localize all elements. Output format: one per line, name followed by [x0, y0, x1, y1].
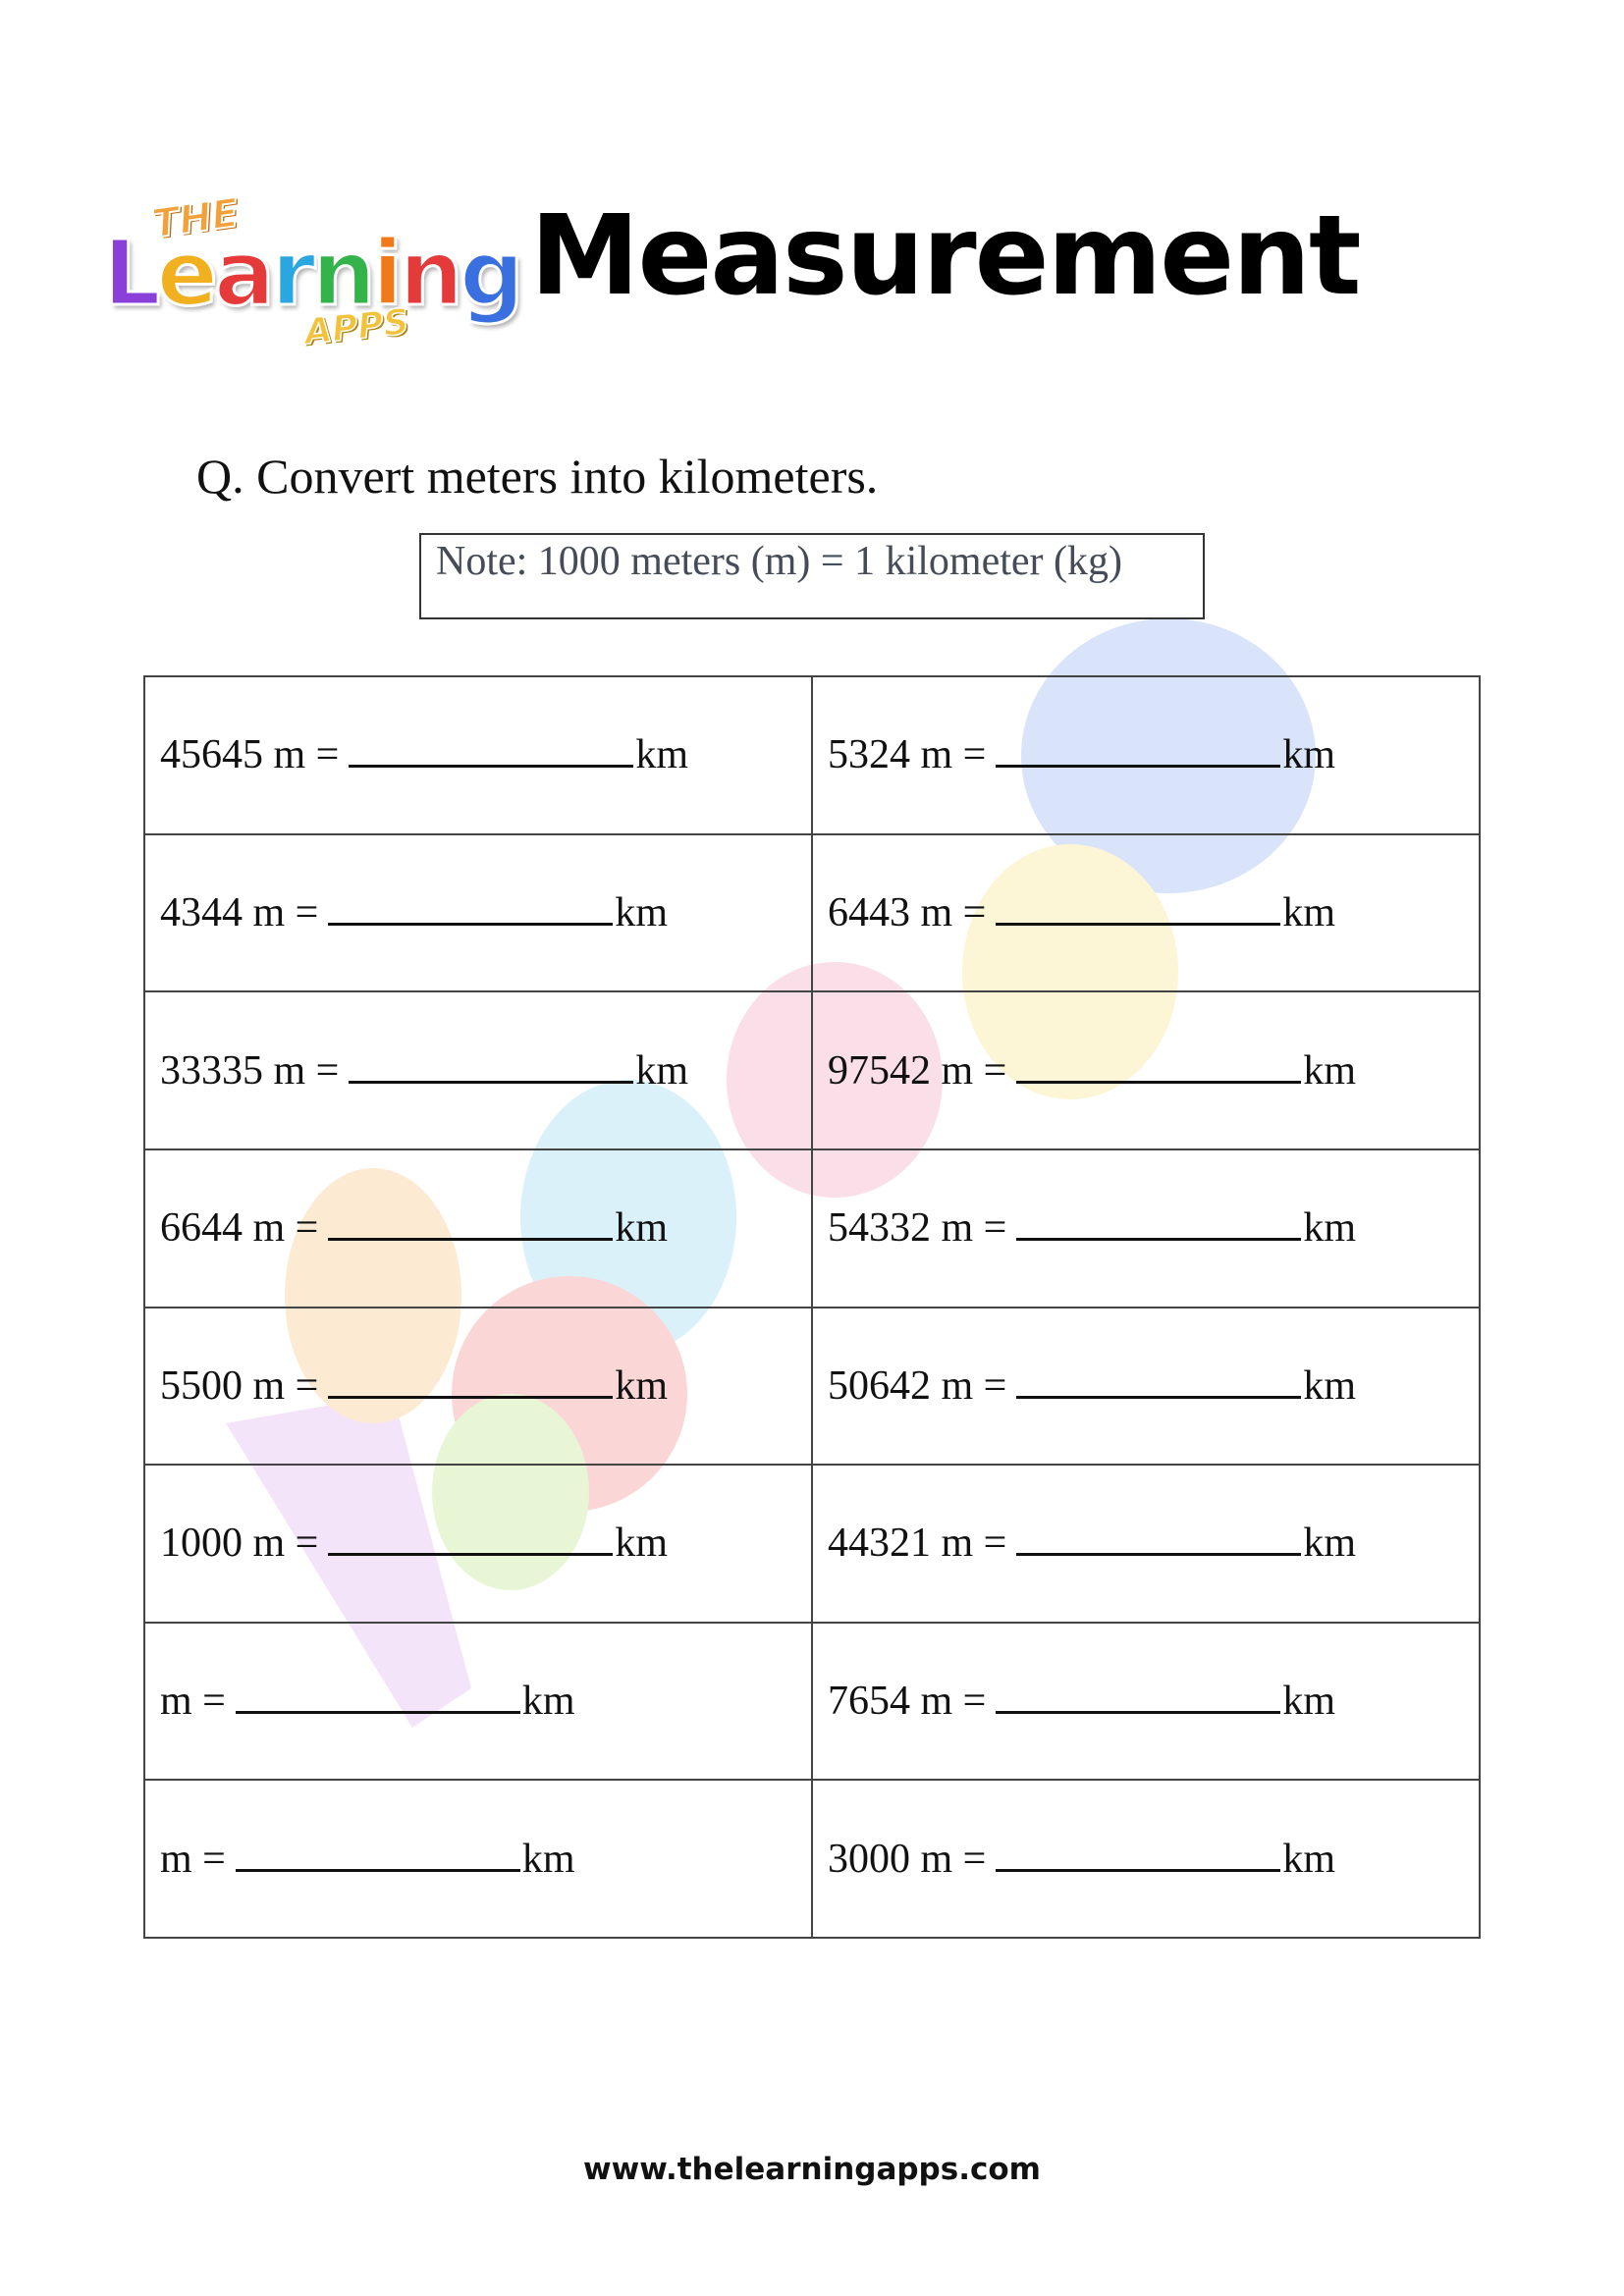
unit-from: m =: [252, 1362, 319, 1409]
question-text: Q. Convert meters into kilometers.: [196, 449, 879, 504]
answer-blank[interactable]: [235, 1836, 520, 1872]
table-row: 6644 m = km 54332 m = km: [143, 1148, 1481, 1308]
unit-to: km: [1282, 1679, 1336, 1725]
answer-blank[interactable]: [328, 1362, 614, 1399]
conversion-cell: 1000 m = km: [143, 1464, 813, 1624]
meters-value: 33335: [160, 1047, 263, 1094]
conversion-cell: 54332 m = km: [811, 1148, 1481, 1308]
answer-blank[interactable]: [996, 889, 1281, 926]
conversion-cell: 6443 m = km: [811, 832, 1481, 993]
unit-from: m =: [252, 1521, 319, 1567]
answer-blank[interactable]: [328, 889, 614, 926]
unit-to: km: [1303, 1205, 1357, 1252]
conversion-cell: 50642 m = km: [811, 1306, 1481, 1467]
unit-to: km: [615, 1521, 669, 1567]
unit-from: m =: [920, 889, 987, 935]
conversion-cell: 33335 m = km: [143, 990, 813, 1150]
conversion-cell: 97542 m = km: [811, 990, 1481, 1150]
unit-from: m =: [941, 1521, 1007, 1567]
unit-from: m =: [941, 1362, 1007, 1409]
table-row: 5500 m = km 50642 m = km: [143, 1306, 1481, 1467]
answer-blank[interactable]: [1016, 1362, 1302, 1399]
conversion-cell: 6644 m = km: [143, 1148, 813, 1308]
meters-value: 45645: [160, 732, 263, 778]
unit-to: km: [521, 1679, 575, 1725]
unit-to: km: [1282, 889, 1336, 935]
unit-from: m =: [941, 1205, 1007, 1252]
unit-to: km: [521, 1836, 575, 1882]
answer-blank[interactable]: [996, 1678, 1281, 1715]
conversion-cell: 45645 m = km: [143, 675, 813, 835]
table-row: 1000 m = km 44321 m = km: [143, 1464, 1481, 1624]
answer-blank[interactable]: [1016, 1047, 1302, 1084]
conversion-cell: m = km: [143, 1621, 813, 1782]
conversion-cell: 44321 m = km: [811, 1464, 1481, 1624]
answer-blank[interactable]: [1016, 1520, 1302, 1557]
unit-to: km: [615, 1362, 669, 1409]
unit-from: m =: [273, 732, 340, 778]
answer-blank[interactable]: [328, 1520, 614, 1557]
note-text: Note: 1000 meters (m) = 1 kilometer (kg): [436, 539, 1123, 584]
meters-value: 54332: [828, 1205, 931, 1252]
unit-from: m =: [941, 1047, 1007, 1094]
unit-from: m =: [160, 1679, 226, 1725]
unit-from: m =: [920, 1836, 987, 1882]
answer-blank[interactable]: [349, 731, 634, 769]
meters-value: 7654: [828, 1679, 910, 1725]
unit-to: km: [1282, 1836, 1336, 1882]
conversion-table: 45645 m = km 5324 m = km 4344 m = km 6443 m = k…: [143, 675, 1481, 1939]
conversion-cell: 7654 m = km: [811, 1621, 1481, 1782]
meters-value: 5500: [160, 1362, 243, 1409]
unit-from: m =: [252, 889, 319, 935]
conversion-cell: 5324 m = km: [811, 675, 1481, 835]
unit-from: m =: [273, 1047, 340, 1094]
unit-from: m =: [920, 732, 987, 778]
logo: THE Learning APPS: [102, 189, 526, 353]
answer-blank[interactable]: [349, 1047, 634, 1084]
unit-to: km: [615, 1205, 669, 1252]
unit-from: m =: [160, 1836, 226, 1882]
meters-value: 50642: [828, 1362, 931, 1409]
meters-value: 44321: [828, 1521, 931, 1567]
meters-value: 5324: [828, 732, 910, 778]
unit-to: km: [1282, 732, 1336, 778]
table-row: 45645 m = km 5324 m = km: [143, 675, 1481, 835]
answer-blank[interactable]: [235, 1678, 520, 1715]
unit-to: km: [635, 1047, 689, 1094]
answer-blank[interactable]: [328, 1204, 614, 1242]
table-row: m = km 3000 m = km: [143, 1779, 1481, 1939]
unit-to: km: [1303, 1362, 1357, 1409]
meters-value: 97542: [828, 1047, 931, 1094]
meters-value: 1000: [160, 1521, 243, 1567]
table-row: 4344 m = km 6443 m = km: [143, 832, 1481, 993]
answer-blank[interactable]: [1016, 1204, 1302, 1242]
answer-blank[interactable]: [996, 731, 1281, 769]
unit-to: km: [615, 889, 669, 935]
conversion-cell: 3000 m = km: [811, 1779, 1481, 1939]
answer-blank[interactable]: [996, 1836, 1281, 1872]
table-row: m = km 7654 m = km: [143, 1621, 1481, 1782]
meters-value: 3000: [828, 1836, 910, 1882]
unit-to: km: [1303, 1047, 1357, 1094]
unit-to: km: [635, 732, 689, 778]
footer-url: www.thelearningapps.com: [583, 2152, 1041, 2187]
note-box: Note: 1000 meters (m) = 1 kilometer (kg): [419, 533, 1205, 619]
meters-value: 6644: [160, 1205, 243, 1252]
table-row: 33335 m = km 97542 m = km: [143, 990, 1481, 1150]
unit-from: m =: [252, 1205, 319, 1252]
conversion-cell: 4344 m = km: [143, 832, 813, 993]
meters-value: 6443: [828, 889, 910, 935]
unit-from: m =: [920, 1679, 987, 1725]
conversion-cell: m = km: [143, 1779, 813, 1939]
meters-value: 4344: [160, 889, 243, 935]
unit-to: km: [1303, 1521, 1357, 1567]
page-title: Measurement: [530, 192, 1362, 320]
conversion-cell: 5500 m = km: [143, 1306, 813, 1467]
